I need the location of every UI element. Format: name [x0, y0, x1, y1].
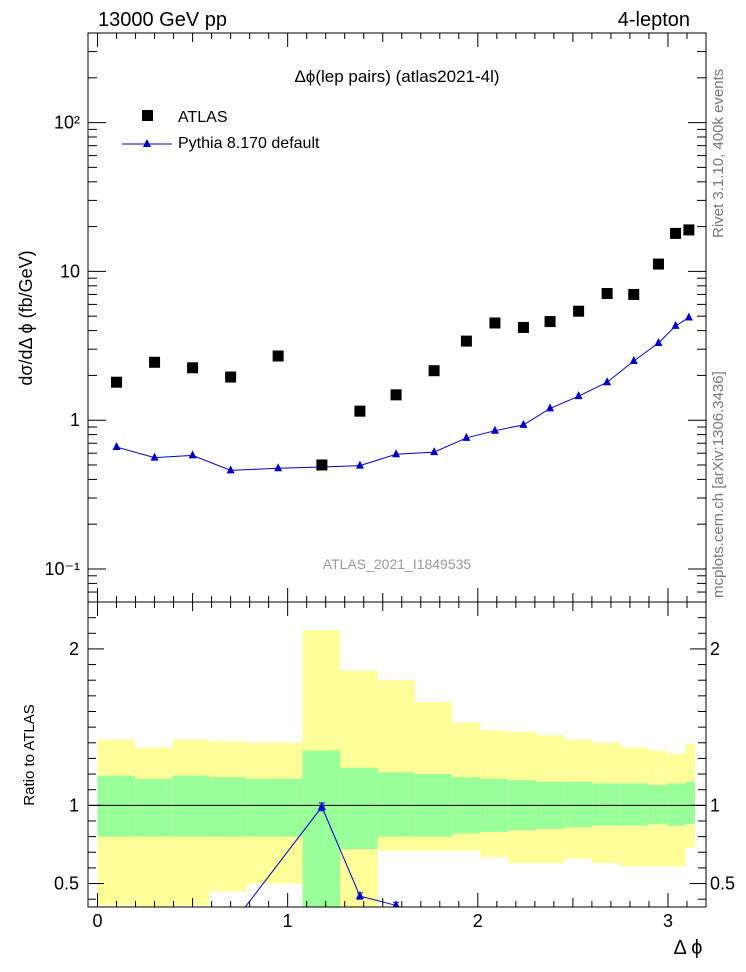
- y-tick-label: 10²: [54, 113, 80, 133]
- mc-point: [629, 355, 638, 364]
- ratio-band-inner: [648, 785, 667, 825]
- mcplots-reference-label: mcplots.cern.ch [arXiv:1306.3436]: [710, 371, 727, 598]
- legend-atlas-marker: [142, 110, 153, 121]
- atlas-point: [111, 376, 123, 388]
- atlas-point: [652, 258, 664, 270]
- mc-point: [112, 442, 121, 451]
- mc-point: [546, 403, 555, 412]
- ratio-frame: [87, 601, 707, 908]
- legend-atlas-label: ATLAS: [178, 109, 228, 126]
- mc-point: [684, 312, 693, 321]
- mc-point: [392, 449, 401, 458]
- atlas-point: [517, 321, 529, 333]
- ratio-band-inner: [302, 750, 341, 907]
- ratio-y-tick-label-left: 0.5: [54, 874, 79, 894]
- rivet-version-label: Rivet 3.1.10, 400k events: [710, 69, 727, 238]
- mc-point: [150, 452, 159, 461]
- mc-point: [430, 447, 439, 456]
- ratio-band-inner: [97, 775, 135, 837]
- mc-point: [274, 463, 283, 472]
- ratio-band-inner: [592, 783, 621, 826]
- legend: ATLAS Pythia 8.170 default: [122, 109, 320, 152]
- mc-point: [574, 391, 583, 400]
- ratio-band-inner: [620, 783, 649, 826]
- analysis-watermark: ATLAS_2021_I1849535: [323, 556, 472, 572]
- atlas-point: [390, 389, 402, 401]
- ratio-mc-point: [317, 801, 326, 810]
- atlas-point: [601, 288, 613, 300]
- mc-point: [188, 450, 197, 459]
- mc-series-line: [116, 317, 690, 471]
- atlas-point: [628, 288, 640, 300]
- x-tick-label: 0: [92, 911, 102, 931]
- x-axis-label: Δ ϕ: [673, 937, 702, 959]
- ratio-band-inner: [209, 777, 247, 837]
- ratio-y-tick-label-left: 2: [69, 639, 79, 659]
- legend-mc-marker: [143, 139, 151, 147]
- y-tick-label: 10⁻¹: [44, 559, 80, 579]
- x-tick-label: 1: [283, 911, 293, 931]
- atlas-point: [544, 316, 556, 328]
- ratio-y-axis-label: Ratio to ATLAS: [21, 704, 38, 805]
- ratio-y-tick-label-right: 0.5: [710, 874, 735, 894]
- energy-label: 13000 GeV pp: [98, 9, 227, 31]
- atlas-point: [489, 317, 501, 329]
- atlas-point: [225, 371, 237, 383]
- y-axis-label: dσ/dΔ ϕ (fb/GeV): [16, 250, 36, 385]
- legend-mc-label: Pythia 8.170 default: [178, 135, 320, 152]
- main-axis-ticks: 10⁻¹ 1 10 10²: [44, 32, 707, 603]
- ratio-mc-group: [244, 801, 400, 907]
- y-tick-label: 10: [60, 261, 80, 281]
- x-tick-label: 3: [663, 911, 673, 931]
- mc-point: [490, 425, 499, 434]
- chart-title: Δϕ(lep pairs) (atlas2021-4l): [294, 67, 499, 86]
- ratio-y-tick-label-left: 1: [69, 795, 79, 815]
- ratio-band-inner: [246, 778, 303, 837]
- main-panel: Δϕ(lep pairs) (atlas2021-4l) ATLAS_2021_…: [16, 32, 707, 603]
- ratio-axis-ticks: 0 1 2 3 0.5 0.5 1 1 2 2: [54, 601, 735, 931]
- ratio-band-inner: [134, 778, 173, 837]
- ratio-band-inner: [340, 767, 378, 850]
- atlas-point: [428, 365, 440, 377]
- ratio-mc-point: [355, 891, 364, 900]
- atlas-point: [149, 356, 161, 368]
- ratio-panel: 0 1 2 3 0.5 0.5 1 1 2 2 Ratio to ATLAS Δ ϕ: [21, 601, 735, 959]
- main-data-marks: [111, 224, 695, 474]
- ratio-y-tick-label-right: 1: [710, 795, 720, 815]
- ratio-band-inner: [666, 783, 686, 826]
- mc-point: [654, 338, 663, 347]
- atlas-point: [354, 405, 366, 417]
- atlas-point: [460, 335, 472, 347]
- mc-point: [462, 432, 471, 441]
- mc-point: [519, 419, 528, 428]
- x-tick-label: 2: [473, 911, 483, 931]
- mc-point: [226, 465, 235, 474]
- ratio-band-inner: [564, 781, 593, 828]
- atlas-point: [670, 227, 682, 239]
- atlas-point: [573, 305, 585, 317]
- ratio-band-inner: [377, 772, 415, 837]
- atlas-point: [272, 350, 284, 362]
- ratio-band-inner: [172, 775, 210, 837]
- ratio-mc-point: [392, 900, 400, 907]
- ratio-band-inner: [685, 781, 695, 825]
- mc-point: [355, 460, 364, 469]
- ratio-bands: [88, 630, 706, 907]
- process-label: 4-lepton: [618, 9, 690, 31]
- atlas-point: [316, 459, 328, 471]
- mc-point: [671, 320, 680, 329]
- y-tick-label: 1: [70, 410, 80, 430]
- ratio-data-marks: [244, 801, 400, 907]
- mc-point: [603, 377, 612, 386]
- atlas-point: [187, 362, 199, 374]
- atlas-point: [683, 224, 695, 236]
- ratio-y-tick-label-right: 2: [710, 639, 720, 659]
